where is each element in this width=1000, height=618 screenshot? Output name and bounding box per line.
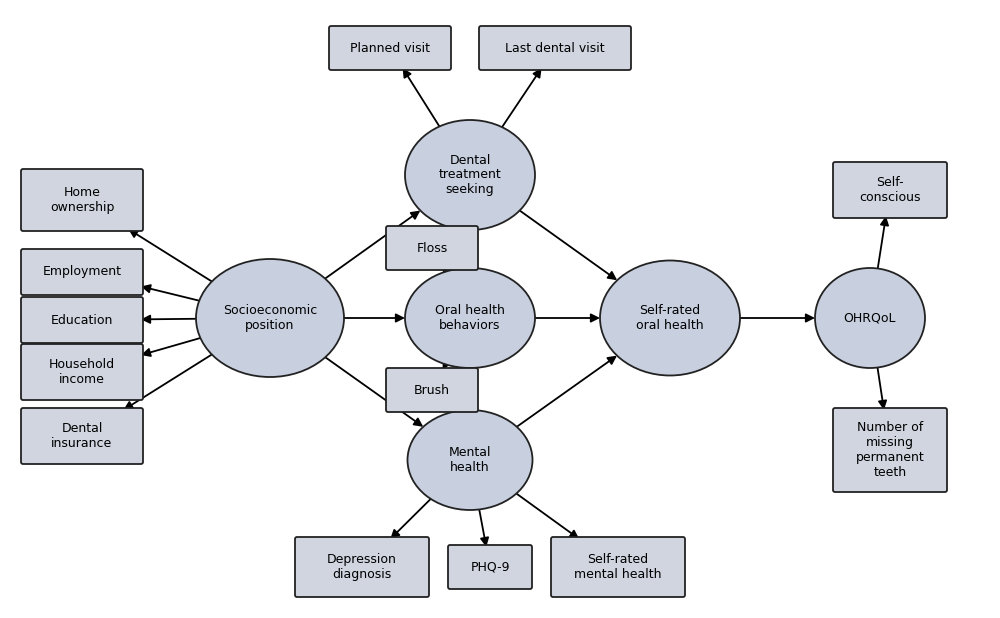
Ellipse shape bbox=[405, 268, 535, 368]
Text: Dental
insurance: Dental insurance bbox=[51, 422, 113, 450]
FancyBboxPatch shape bbox=[329, 26, 451, 70]
Ellipse shape bbox=[600, 261, 740, 376]
Text: Depression
diagnosis: Depression diagnosis bbox=[327, 553, 397, 581]
FancyBboxPatch shape bbox=[386, 368, 478, 412]
Text: Home
ownership: Home ownership bbox=[50, 186, 114, 214]
Text: Self-rated
oral health: Self-rated oral health bbox=[636, 304, 704, 332]
Text: Floss: Floss bbox=[416, 242, 448, 255]
Text: Last dental visit: Last dental visit bbox=[505, 41, 605, 54]
FancyBboxPatch shape bbox=[21, 297, 143, 343]
FancyBboxPatch shape bbox=[551, 537, 685, 597]
Text: Number of
missing
permanent
teeth: Number of missing permanent teeth bbox=[856, 421, 924, 479]
Text: Oral health
behaviors: Oral health behaviors bbox=[435, 304, 505, 332]
Text: OHRQoL: OHRQoL bbox=[844, 311, 896, 324]
FancyBboxPatch shape bbox=[21, 408, 143, 464]
FancyBboxPatch shape bbox=[479, 26, 631, 70]
Ellipse shape bbox=[408, 410, 532, 510]
FancyBboxPatch shape bbox=[448, 545, 532, 589]
FancyBboxPatch shape bbox=[21, 249, 143, 295]
FancyBboxPatch shape bbox=[833, 162, 947, 218]
Text: Brush: Brush bbox=[414, 384, 450, 397]
FancyBboxPatch shape bbox=[833, 408, 947, 492]
Text: Household
income: Household income bbox=[49, 358, 115, 386]
Ellipse shape bbox=[196, 259, 344, 377]
Text: Dental
treatment
seeking: Dental treatment seeking bbox=[439, 153, 501, 197]
Text: Employment: Employment bbox=[42, 266, 122, 279]
Text: Self-
conscious: Self- conscious bbox=[859, 176, 921, 204]
Text: Socioeconomic
position: Socioeconomic position bbox=[223, 304, 317, 332]
FancyBboxPatch shape bbox=[386, 226, 478, 270]
Text: Self-rated
mental health: Self-rated mental health bbox=[574, 553, 662, 581]
FancyBboxPatch shape bbox=[295, 537, 429, 597]
FancyBboxPatch shape bbox=[21, 344, 143, 400]
Text: Planned visit: Planned visit bbox=[350, 41, 430, 54]
Ellipse shape bbox=[405, 120, 535, 230]
FancyBboxPatch shape bbox=[21, 169, 143, 231]
Ellipse shape bbox=[815, 268, 925, 368]
Text: PHQ-9: PHQ-9 bbox=[470, 561, 510, 574]
Text: Mental
health: Mental health bbox=[449, 446, 491, 474]
Text: Education: Education bbox=[51, 313, 113, 326]
